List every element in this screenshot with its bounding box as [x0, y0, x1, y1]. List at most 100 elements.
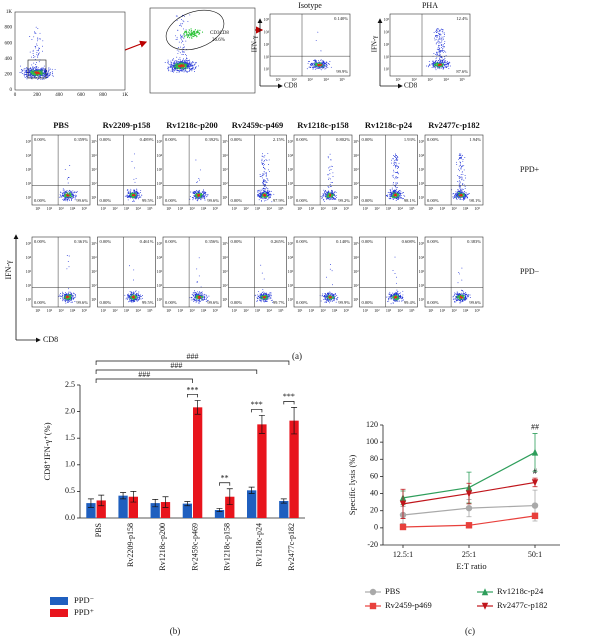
quadrant-value: 99.5% — [142, 300, 154, 305]
quadrant-value: 0.00% — [165, 198, 177, 203]
flow-x-tick: 10⁵ — [147, 308, 153, 313]
flow-x-tick: 10¹ — [428, 308, 434, 313]
flow-y-tick: 10³ — [222, 269, 228, 274]
gate-name: CD3CD8 — [210, 31, 229, 36]
bar — [193, 407, 203, 518]
flow-x-tick: 10⁵ — [474, 206, 480, 211]
event-dots — [393, 193, 397, 197]
bar — [96, 500, 106, 518]
event-dots — [328, 193, 332, 197]
x-tick-label: 12.5:1 — [393, 550, 413, 559]
marker — [399, 523, 407, 531]
flow-y-tick: 10³ — [288, 167, 294, 172]
quadrant-value: 99.6% — [469, 300, 481, 305]
quadrant-value: 12.4% — [456, 16, 468, 21]
significance-label: ** — [221, 474, 229, 483]
flow-x-tick: 10² — [112, 308, 118, 313]
flow-plot-frame — [228, 134, 287, 206]
flow-x-tick: 10² — [440, 308, 446, 313]
row-label: PPD+ — [520, 165, 540, 174]
quadrant-value: 0.00% — [362, 300, 374, 305]
annotation: # — [533, 467, 537, 476]
quadrant-value: 0.392% — [205, 137, 219, 142]
flow-x-tick: 10⁵ — [81, 206, 87, 211]
comparison-label: ### — [138, 370, 150, 379]
plot-title: Isotype — [298, 1, 322, 10]
flow-x-tick: 10⁵ — [339, 77, 345, 82]
y-tick-label: 2.5 — [65, 380, 75, 389]
flow-x-tick: 10³ — [189, 308, 195, 313]
scatter-y-tick: 200 — [5, 73, 13, 78]
quadrant-value: 0.265% — [271, 239, 285, 244]
bar — [128, 496, 138, 518]
flow-y-tick: 10⁵ — [222, 139, 228, 144]
flow-y-tick: 10⁴ — [91, 255, 97, 260]
flow-x-tick: 10³ — [124, 308, 130, 313]
quadrant-value: 0.00% — [296, 300, 308, 305]
quadrant-value: 0.00% — [427, 137, 439, 142]
quadrant-value: 0.00% — [362, 137, 374, 142]
error-bar — [248, 486, 255, 494]
significance-label: *** — [283, 392, 295, 401]
quadrant-value: 0.361% — [74, 239, 88, 244]
flow-x-tick: 10⁴ — [266, 206, 272, 211]
flow-x-tick: 10³ — [386, 206, 392, 211]
error-bar — [98, 494, 105, 507]
flow-x-tick: 10¹ — [101, 206, 107, 211]
flow-x-tick: 10¹ — [275, 77, 281, 82]
bar — [150, 503, 160, 518]
quadrant-value: 0.00% — [296, 137, 308, 142]
flow-x-tick: 10⁵ — [343, 308, 349, 313]
flow-x-tick: 10⁴ — [70, 308, 76, 313]
flow-x-tick: 10² — [374, 308, 380, 313]
quadrant-value: 99.7% — [273, 300, 285, 305]
flow-x-tick: 10⁵ — [409, 206, 415, 211]
flow-x-tick: 10¹ — [166, 206, 172, 211]
flow-x-tick: 10² — [47, 206, 53, 211]
flow-x-tick: 10³ — [427, 77, 433, 82]
comparison-bracket — [95, 360, 290, 365]
scatter-y-tick: 800 — [5, 26, 13, 31]
marker — [531, 448, 539, 456]
flow-x-tick: 10⁵ — [278, 308, 284, 313]
quadrant-value: 1.94% — [469, 137, 481, 142]
event-dots — [131, 193, 136, 197]
flow-x-tick: 10⁵ — [459, 77, 465, 82]
y-tick-label: 0.0 — [65, 513, 75, 522]
scatter-y-tick: 1K — [6, 10, 13, 15]
flow-x-tick: 10¹ — [166, 308, 172, 313]
error-bar — [87, 498, 94, 508]
plot-title: PHA — [422, 1, 438, 10]
event-dots — [426, 27, 451, 71]
legend-label: PPD⁻ — [74, 595, 95, 605]
x-tick-label: Rv1218c-p158 — [222, 523, 231, 571]
quadrant-value: 0.00% — [100, 198, 112, 203]
quadrant-value: 0.802% — [336, 137, 350, 142]
quadrant-value: 0.00% — [231, 239, 243, 244]
flow-x-tick: 10⁴ — [70, 206, 76, 211]
flow-y-tick: 10⁵ — [157, 139, 163, 144]
flow-y-tick: 10⁴ — [91, 153, 97, 158]
flow-y-tick: 10¹ — [157, 297, 163, 302]
flow-y-tick: 10⁴ — [384, 30, 390, 35]
y-tick-label: 40 — [370, 488, 378, 497]
marker — [369, 588, 377, 596]
scatter-x-tick: 800 — [99, 93, 107, 98]
marker — [465, 522, 473, 529]
bar — [118, 495, 128, 518]
bar — [225, 496, 235, 518]
column-header: Rv2459c-p469 — [232, 120, 283, 130]
flow-plot-frame — [228, 236, 287, 308]
quadrant-value: 0.00% — [165, 300, 177, 305]
flow-plot-frame — [424, 134, 484, 206]
flow-y-tick: 10⁵ — [419, 241, 425, 246]
quadrant-value: 0.00% — [231, 137, 243, 142]
flow-y-tick: 10³ — [91, 167, 97, 172]
flow-y-tick: 10⁴ — [26, 153, 32, 158]
y-tick-label: 60 — [370, 471, 378, 480]
flow-y-tick: 10² — [91, 283, 97, 288]
x-tick-label: 25:1 — [462, 550, 476, 559]
axis-label: CD8 — [404, 82, 418, 90]
axis-label: CD8 — [284, 82, 298, 90]
